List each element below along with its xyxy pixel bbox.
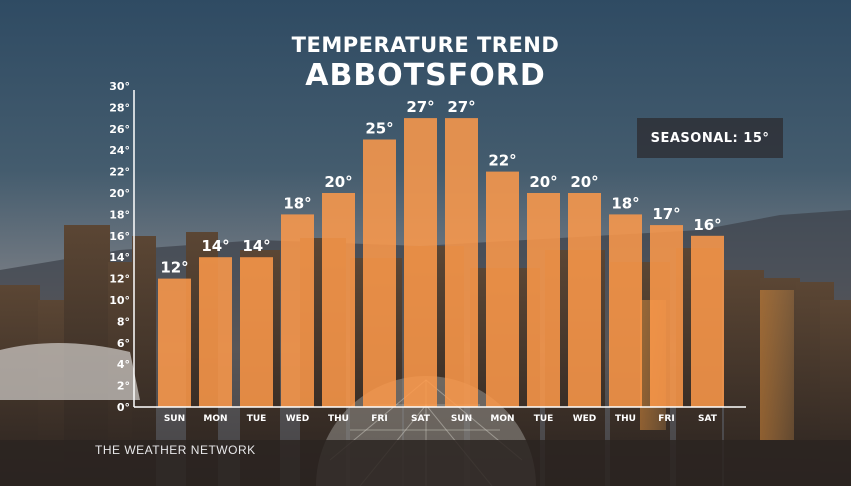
y-tick-label: 16° — [109, 230, 130, 243]
day-label: MON — [490, 414, 514, 424]
value-label: 27° — [447, 98, 475, 116]
y-tick-label: 8° — [117, 315, 130, 328]
seasonal-badge: SEASONAL: 15° — [637, 118, 783, 158]
day-label: THU — [615, 414, 636, 424]
y-tick-label: 0° — [117, 401, 130, 414]
y-tick-label: 12° — [109, 273, 130, 286]
day-label: TUE — [247, 414, 267, 424]
value-label: 18° — [283, 194, 311, 212]
value-label: 17° — [652, 205, 680, 223]
temperature-bar — [486, 171, 519, 407]
y-tick-label: 6° — [117, 337, 130, 350]
day-label: SUN — [164, 414, 185, 424]
temperature-bar — [281, 214, 314, 407]
value-label: 18° — [611, 194, 639, 212]
y-tick-label: 10° — [109, 294, 130, 307]
brand-logo-text: THE WEATHER NETWORK — [95, 443, 256, 457]
temperature-bar — [445, 118, 478, 407]
y-tick-label: 28° — [109, 101, 130, 114]
day-label: SAT — [698, 414, 718, 424]
temperature-bar — [527, 193, 560, 407]
value-label: 16° — [693, 216, 721, 234]
temperature-bar — [404, 118, 437, 407]
value-labels: 12° 14° 14° 18° 20° 25° 27° 27° 22° 20° 20° 18° 17° 1… — [160, 98, 721, 277]
temperature-bar — [240, 257, 273, 407]
value-label: 20° — [324, 173, 352, 191]
value-label: 14° — [201, 237, 229, 255]
ground — [0, 440, 851, 486]
y-tick-label: 20° — [109, 187, 130, 200]
y-tick-label: 22° — [109, 166, 130, 179]
temperature-bar — [158, 278, 191, 407]
value-label: 14° — [242, 237, 270, 255]
value-label: 20° — [529, 173, 557, 191]
value-label: 20° — [570, 173, 598, 191]
day-label: MON — [203, 414, 227, 424]
value-label: 25° — [365, 120, 393, 138]
day-label: FRI — [658, 414, 674, 424]
day-label: FRI — [371, 414, 387, 424]
day-label: THU — [328, 414, 349, 424]
value-label: 27° — [406, 98, 434, 116]
y-tick-label: 14° — [109, 251, 130, 264]
y-tick-label: 30° — [109, 80, 130, 93]
stadium-roof — [0, 342, 140, 400]
temperature-bar — [363, 139, 396, 407]
temperature-bar — [650, 225, 683, 407]
x-labels: SUN MON TUE WED THU FRI SAT SUN MON TUE WED THU FRI S… — [164, 414, 718, 424]
temperature-bar — [322, 193, 355, 407]
value-label: 22° — [488, 152, 516, 170]
y-tick-label: 2° — [117, 380, 130, 393]
day-label: SAT — [411, 414, 431, 424]
chart-location: ABBOTSFORD — [305, 58, 546, 93]
temperature-bar — [691, 235, 724, 407]
y-tick-label: 4° — [117, 358, 130, 371]
y-ticks: 0° 2° 4° 6° 8° 10° 12° 14° 16° 18° 20° 22° 24° 26° 28°… — [109, 80, 130, 414]
axis-layer — [133, 90, 746, 408]
day-label: WED — [286, 414, 310, 424]
lit-tower — [760, 290, 794, 440]
day-label: TUE — [534, 414, 554, 424]
value-label: 12° — [160, 259, 188, 277]
temperature-bar — [609, 214, 642, 407]
y-tick-label: 26° — [109, 123, 130, 136]
day-label: WED — [573, 414, 597, 424]
chart-title: TEMPERATURE TREND — [291, 33, 560, 57]
temperature-bar — [199, 257, 232, 407]
bars-layer — [158, 118, 724, 407]
y-tick-label: 24° — [109, 144, 130, 157]
temperature-bar — [568, 193, 601, 407]
day-label: SUN — [451, 414, 472, 424]
y-tick-label: 18° — [109, 208, 130, 221]
